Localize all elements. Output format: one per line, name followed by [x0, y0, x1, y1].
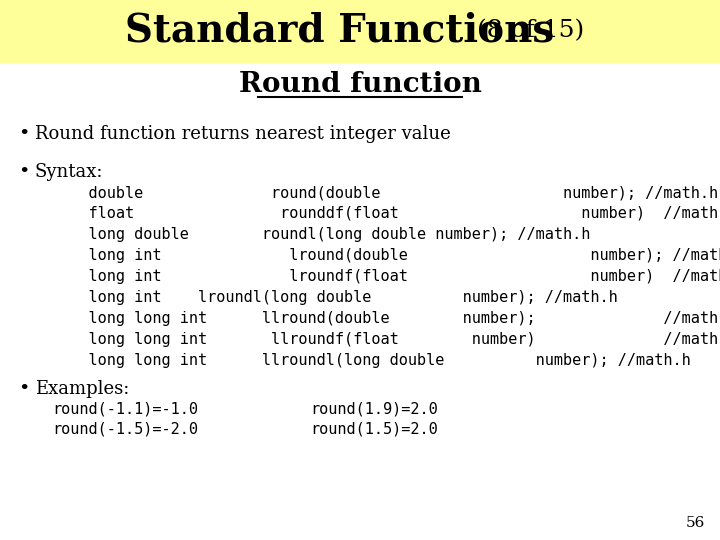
Text: long int              lroundf(float                    number)  //math.h: long int lroundf(float number) //math.h — [52, 269, 720, 284]
Text: round(1.9)=2.0: round(1.9)=2.0 — [310, 401, 438, 416]
Text: float                rounddf(float                    number)  //math.h: float rounddf(float number) //math.h — [52, 206, 720, 221]
Text: Syntax:: Syntax: — [35, 163, 104, 181]
Text: long long int      llround(double        number);              //math.h: long long int llround(double number); //… — [52, 311, 720, 326]
Text: long double        roundl(long double number); //math.h: long double roundl(long double number); … — [52, 227, 590, 242]
Text: round(-1.5)=-2.0: round(-1.5)=-2.0 — [52, 422, 198, 437]
Text: round(1.5)=2.0: round(1.5)=2.0 — [310, 422, 438, 437]
Text: •: • — [18, 163, 30, 181]
Text: long long int       llroundf(float        number)              //math.h: long long int llroundf(float number) //m… — [52, 332, 720, 347]
Text: Standard Functions: Standard Functions — [125, 12, 554, 50]
Text: Examples:: Examples: — [35, 380, 130, 398]
Text: long int    lroundl(long double          number); //math.h: long int lroundl(long double number); //… — [52, 290, 618, 305]
Text: •: • — [18, 380, 30, 398]
Text: (8 of 15): (8 of 15) — [469, 19, 585, 43]
Text: •: • — [18, 125, 30, 143]
Text: round(-1.1)=-1.0: round(-1.1)=-1.0 — [52, 401, 198, 416]
Text: double              round(double                    number); //math.h: double round(double number); //math.h — [52, 185, 718, 200]
Text: Round function returns nearest integer value: Round function returns nearest integer v… — [35, 125, 451, 143]
Text: long int              lround(double                    number); //math.h: long int lround(double number); //math.h — [52, 248, 720, 263]
Text: 56: 56 — [685, 516, 705, 530]
Text: long long int      llroundl(long double          number); //math.h: long long int llroundl(long double numbe… — [52, 353, 690, 368]
FancyBboxPatch shape — [0, 0, 720, 62]
Text: Round function: Round function — [238, 71, 482, 98]
